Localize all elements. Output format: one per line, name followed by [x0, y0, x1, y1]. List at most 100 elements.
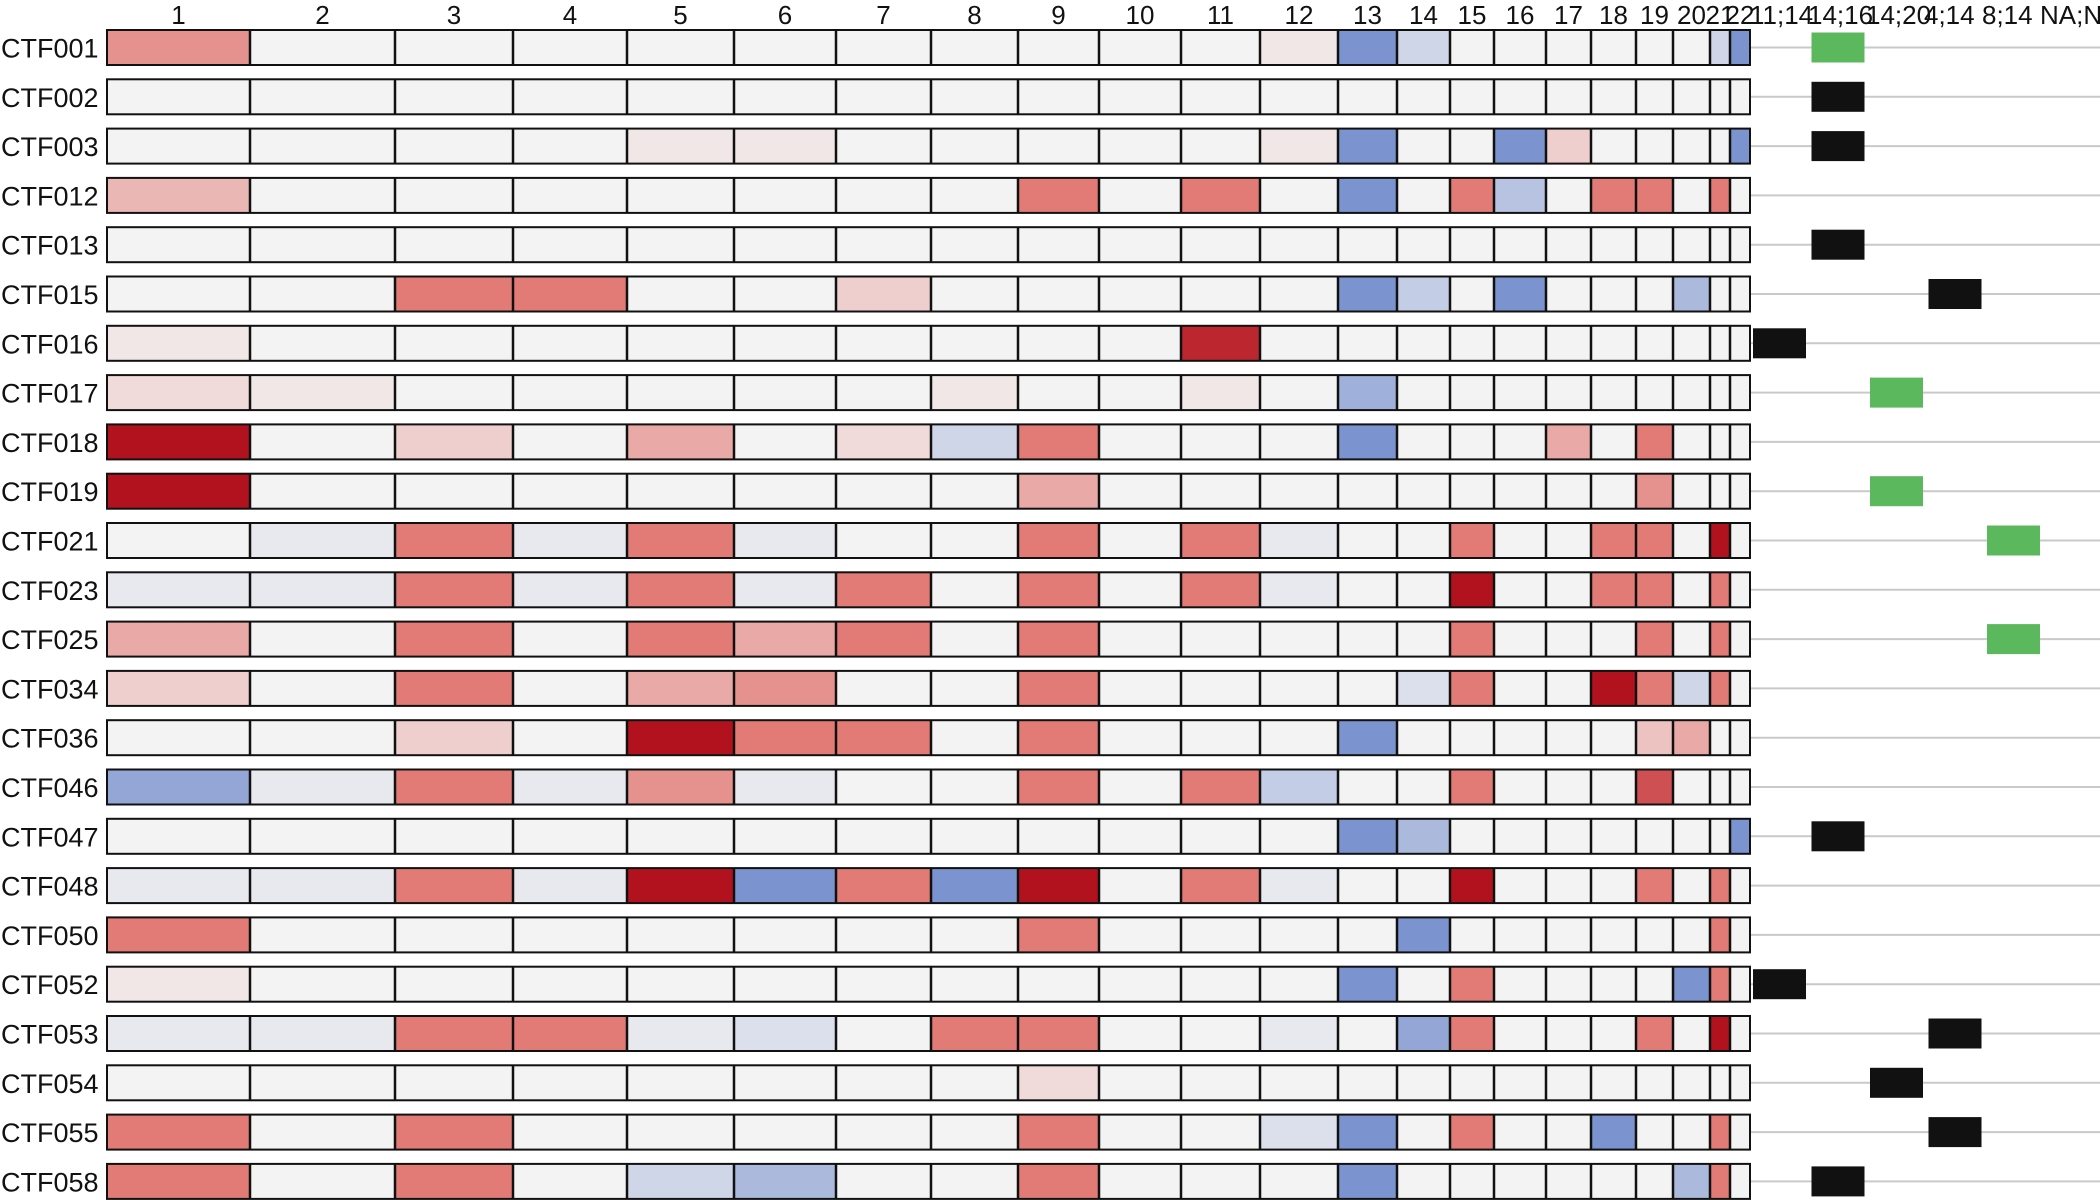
- sample-label: CTF034: [1, 674, 99, 704]
- cn-cell: [1673, 523, 1710, 558]
- sample-label: CTF025: [1, 625, 99, 655]
- translocation-marker: [1811, 1166, 1865, 1197]
- cn-cell: [836, 621, 931, 657]
- cn-cell: [1730, 917, 1750, 953]
- sample-row: CTF003: [1, 127, 2100, 165]
- cn-cell: [1673, 670, 1710, 706]
- translocation-marker: [1987, 525, 2040, 556]
- cn-cell: [1397, 276, 1450, 312]
- cn-cell: [395, 966, 513, 1002]
- cn-cell: [1018, 473, 1099, 509]
- cn-cell: [250, 177, 395, 213]
- cn-cell: [250, 621, 395, 657]
- cn-cell: [1494, 1114, 1546, 1150]
- column-label: 2: [315, 0, 329, 30]
- cn-cell: [1636, 1065, 1673, 1101]
- cn-cell: [1181, 473, 1260, 509]
- cn-cell: [107, 473, 250, 509]
- cn-cell: [1673, 30, 1710, 65]
- cn-cell: [513, 128, 627, 164]
- sample-row: CTF017: [1, 374, 2100, 412]
- cn-cell: [250, 720, 395, 756]
- cn-cell: [1099, 1016, 1181, 1051]
- cn-cell: [1730, 177, 1750, 213]
- cn-cell: [1494, 523, 1546, 558]
- cn-cell: [107, 720, 250, 756]
- column-label: 14: [1409, 0, 1438, 30]
- cn-cell: [1397, 473, 1450, 509]
- cn-cell: [1710, 1114, 1730, 1150]
- cn-cell: [1546, 621, 1591, 657]
- cn-cell: [931, 1016, 1018, 1051]
- sample-label: CTF002: [1, 83, 99, 113]
- cn-cell: [1673, 276, 1710, 312]
- cn-cell: [1397, 670, 1450, 706]
- cn-cell: [1018, 325, 1099, 361]
- cn-cell: [107, 670, 250, 706]
- cn-cell: [1673, 621, 1710, 657]
- cn-cell: [1338, 1163, 1397, 1199]
- cn-cell: [1397, 424, 1450, 460]
- cn-cell: [1260, 966, 1338, 1002]
- cn-cell: [1591, 375, 1636, 411]
- cn-cell: [836, 572, 931, 608]
- cn-cell: [1099, 375, 1181, 411]
- cn-cell: [1636, 670, 1673, 706]
- cn-cell: [1260, 1016, 1338, 1051]
- cn-cell: [627, 276, 734, 312]
- cn-cell: [1181, 966, 1260, 1002]
- cn-cell: [1450, 424, 1494, 460]
- cn-cell: [1673, 818, 1710, 854]
- cn-cell: [1099, 769, 1181, 805]
- cn-cell: [1546, 966, 1591, 1002]
- cn-cell: [1710, 1163, 1730, 1199]
- cn-cell: [1546, 818, 1591, 854]
- cn-cell: [1546, 1065, 1591, 1101]
- cn-cell: [1730, 1065, 1750, 1101]
- cn-cell: [1730, 966, 1750, 1002]
- column-label: 11: [1207, 0, 1234, 30]
- cn-cell: [931, 769, 1018, 805]
- cn-cell: [931, 227, 1018, 263]
- cn-cell: [931, 424, 1018, 460]
- cn-cell: [1546, 227, 1591, 263]
- cn-cell: [1450, 1016, 1494, 1051]
- cn-cell: [836, 818, 931, 854]
- translocation-marker: [1811, 32, 1865, 63]
- cn-cell: [1591, 720, 1636, 756]
- cn-cell: [513, 473, 627, 509]
- cn-cell: [1730, 1163, 1750, 1199]
- cn-cell: [1397, 375, 1450, 411]
- sample-label: CTF047: [1, 822, 99, 852]
- cn-cell: [1260, 572, 1338, 608]
- cn-cell: [1730, 572, 1750, 608]
- cn-cell: [1710, 769, 1730, 805]
- cn-cell: [1018, 966, 1099, 1002]
- column-label: 9: [1051, 0, 1065, 30]
- cn-cell: [513, 1114, 627, 1150]
- cn-cell: [395, 128, 513, 164]
- cn-cell: [1397, 325, 1450, 361]
- cn-cell: [627, 227, 734, 263]
- cn-cell: [1494, 818, 1546, 854]
- cn-cell: [1397, 818, 1450, 854]
- cn-cell: [1181, 769, 1260, 805]
- column-label: 17: [1554, 0, 1583, 30]
- cn-cell: [513, 375, 627, 411]
- cn-cell: [627, 473, 734, 509]
- cn-cell: [513, 227, 627, 263]
- column-label: 5: [673, 0, 687, 30]
- cn-cell: [1730, 1016, 1750, 1051]
- cn-cell: [1338, 868, 1397, 904]
- cn-cell: [107, 424, 250, 460]
- cn-cell: [1018, 572, 1099, 608]
- cn-cell: [250, 128, 395, 164]
- row-frame: [106, 226, 1751, 264]
- cn-cell: [1673, 177, 1710, 213]
- cn-cell: [1181, 325, 1260, 361]
- cn-cell: [1338, 966, 1397, 1002]
- cn-cell: [513, 572, 627, 608]
- cn-cell: [734, 325, 836, 361]
